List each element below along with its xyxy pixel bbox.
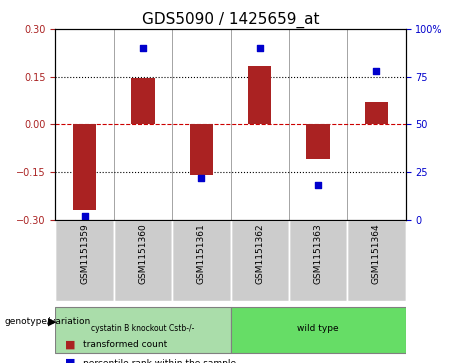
Bar	[365, 102, 388, 124]
Text: ▶: ▶	[48, 316, 57, 326]
Bar	[248, 66, 272, 124]
Text: GSM1151362: GSM1151362	[255, 224, 264, 284]
Text: cystatin B knockout Cstb-/-: cystatin B knockout Cstb-/-	[91, 324, 195, 333]
Point	[81, 213, 88, 219]
Point	[256, 45, 263, 51]
Bar	[189, 124, 213, 175]
FancyBboxPatch shape	[55, 307, 230, 353]
Text: GSM1151359: GSM1151359	[80, 224, 89, 285]
Point	[314, 182, 322, 188]
FancyBboxPatch shape	[289, 220, 347, 301]
Text: percentile rank within the sample: percentile rank within the sample	[83, 359, 236, 363]
Text: wild type: wild type	[297, 324, 339, 333]
Text: GSM1151363: GSM1151363	[313, 224, 323, 285]
Title: GDS5090 / 1425659_at: GDS5090 / 1425659_at	[142, 12, 319, 28]
Point	[139, 45, 147, 51]
Bar	[307, 124, 330, 159]
Text: genotype/variation: genotype/variation	[5, 317, 91, 326]
Text: transformed count: transformed count	[83, 340, 167, 349]
Bar	[131, 78, 154, 124]
Text: GSM1151360: GSM1151360	[138, 224, 148, 285]
Text: ■: ■	[65, 340, 75, 350]
Text: ■: ■	[65, 358, 75, 363]
Text: GSM1151361: GSM1151361	[197, 224, 206, 285]
FancyBboxPatch shape	[114, 220, 172, 301]
FancyBboxPatch shape	[172, 220, 230, 301]
Point	[198, 175, 205, 180]
FancyBboxPatch shape	[230, 307, 406, 353]
Text: GSM1151364: GSM1151364	[372, 224, 381, 284]
FancyBboxPatch shape	[230, 220, 289, 301]
Bar	[73, 124, 96, 210]
FancyBboxPatch shape	[55, 220, 114, 301]
Point	[373, 68, 380, 74]
FancyBboxPatch shape	[347, 220, 406, 301]
